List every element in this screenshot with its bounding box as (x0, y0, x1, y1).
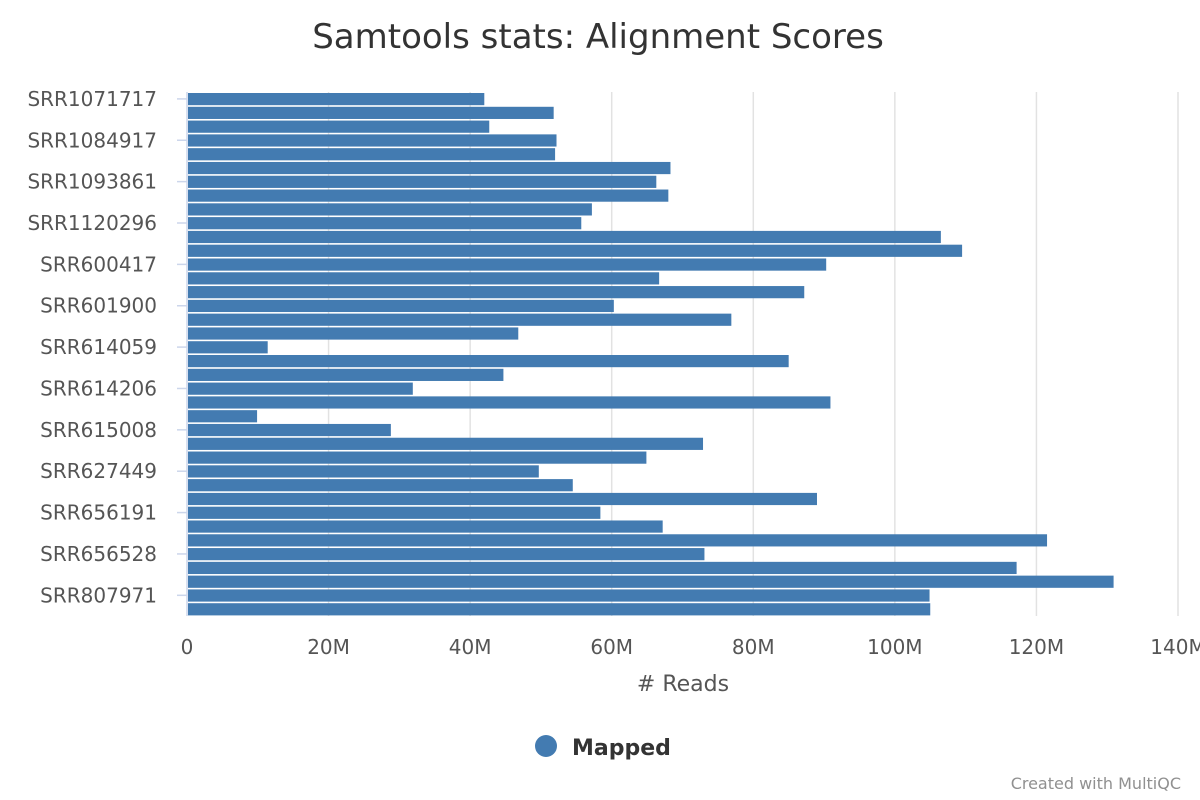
y-tick-label: SRR1093861 (27, 170, 157, 194)
x-tick-label: 0 (181, 635, 194, 659)
chart-title: Samtools stats: Alignment Scores (312, 17, 884, 57)
y-tick-label: SRR615008 (40, 418, 157, 442)
bar[interactable] (188, 355, 789, 368)
bar[interactable] (188, 148, 556, 161)
x-tick-label: 20M (307, 635, 350, 659)
bar[interactable] (188, 299, 614, 313)
y-tick-label: SRR656191 (40, 501, 157, 525)
bar[interactable] (188, 230, 941, 244)
x-tick-label: 140M (1150, 635, 1200, 659)
bar[interactable] (188, 492, 817, 506)
bar[interactable] (188, 534, 1048, 547)
bar[interactable] (188, 410, 258, 423)
bar[interactable] (188, 561, 1017, 575)
bar[interactable] (188, 437, 704, 450)
y-tick-label: SRR1084917 (27, 128, 157, 152)
bar[interactable] (188, 479, 573, 492)
y-axis: SRR1071717 SRR1084917 SRR1093861 SRR1120296… (27, 87, 187, 607)
y-tick-label: SRR601900 (40, 294, 157, 318)
bar[interactable] (188, 161, 671, 175)
bar[interactable] (188, 327, 519, 340)
x-axis: 0 20M 40M 60M 80M 100M 120M 140M (181, 635, 1200, 659)
bars (188, 93, 1114, 616)
bar[interactable] (188, 589, 930, 602)
bar[interactable] (188, 451, 647, 464)
x-tick-label: 120M (1009, 635, 1064, 659)
legend[interactable]: Mapped (535, 735, 671, 761)
x-tick-label: 40M (449, 635, 492, 659)
y-tick-label: SRR600417 (40, 252, 157, 276)
y-tick-label: SRR1071717 (27, 87, 157, 111)
bar[interactable] (188, 465, 539, 478)
bar[interactable] (188, 341, 268, 354)
bar[interactable] (188, 175, 657, 188)
bar[interactable] (188, 286, 805, 299)
bar[interactable] (188, 244, 963, 257)
bar[interactable] (188, 120, 490, 133)
bar[interactable] (188, 258, 827, 271)
bar[interactable] (188, 396, 831, 409)
y-tick-label: SRR656528 (40, 542, 157, 566)
x-tick-label: 80M (732, 635, 775, 659)
legend-label-mapped: Mapped (572, 736, 671, 761)
bar[interactable] (188, 575, 1114, 588)
y-tick-label: SRR1120296 (27, 211, 157, 235)
credit-text[interactable]: Created with MultiQC (1011, 774, 1181, 793)
x-axis-title: # Reads (637, 672, 729, 697)
x-tick-label: 60M (590, 635, 633, 659)
bar[interactable] (188, 203, 592, 216)
bar[interactable] (188, 134, 557, 147)
bar[interactable] (188, 272, 660, 285)
bar[interactable] (188, 603, 931, 616)
bar[interactable] (188, 106, 554, 119)
bar[interactable] (188, 93, 485, 106)
bar[interactable] (188, 313, 732, 326)
y-tick-label: SRR807971 (40, 583, 157, 607)
legend-marker-mapped (535, 735, 557, 757)
y-tick-label: SRR627449 (40, 459, 157, 483)
bar[interactable] (188, 189, 669, 202)
y-tick-label: SRR614059 (40, 335, 157, 359)
bar[interactable] (188, 423, 391, 437)
bar[interactable] (188, 368, 504, 381)
bar[interactable] (188, 382, 413, 395)
bar[interactable] (188, 506, 601, 519)
bar[interactable] (188, 520, 663, 533)
y-tick-label: SRR614206 (40, 376, 157, 400)
x-tick-label: 100M (867, 635, 922, 659)
bar[interactable] (188, 217, 582, 230)
bar[interactable] (188, 548, 705, 561)
